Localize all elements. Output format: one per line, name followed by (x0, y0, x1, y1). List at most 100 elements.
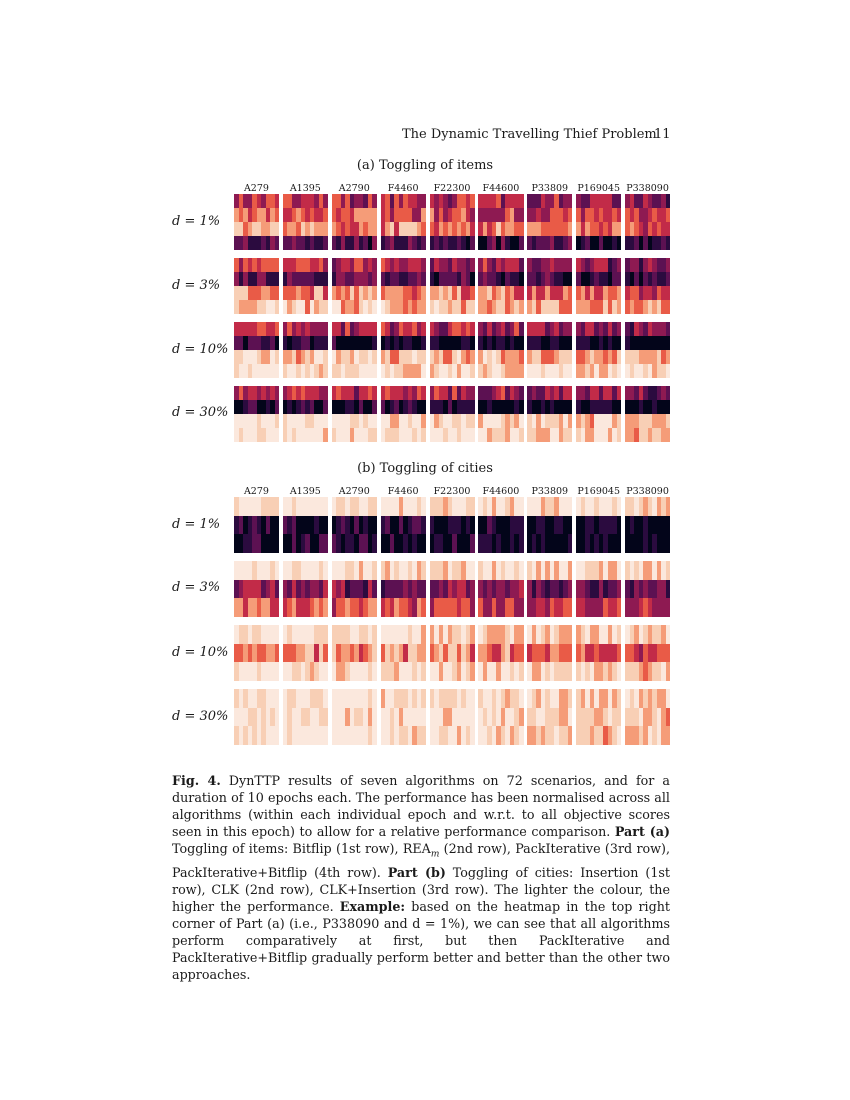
heatmap-segment (300, 643, 306, 663)
heatmap-segment (616, 222, 622, 237)
heatmap-segment (465, 350, 471, 365)
heatmap-segment (558, 534, 564, 554)
heatmap-segment (265, 707, 271, 727)
heatmap-segment (558, 286, 564, 301)
heatmap-segment (656, 364, 662, 379)
heatmap-segment (282, 598, 288, 618)
heatmap-segment (629, 300, 635, 315)
heatmap-segment (247, 707, 253, 727)
heatmap-segment (416, 689, 422, 708)
heatmap-segment (652, 194, 657, 209)
heatmap-segment (261, 400, 266, 415)
heatmap-segment (247, 662, 253, 682)
heatmap-segment (505, 598, 511, 618)
heatmap-segment (558, 300, 564, 315)
heatmap-segment (478, 561, 484, 580)
heatmap-cell (576, 625, 622, 682)
heatmap-segment (323, 208, 328, 223)
caption-part-b-label: Part (b) (387, 864, 446, 880)
heatmap-segment (638, 236, 644, 251)
heatmap-segment (594, 579, 599, 599)
heatmap-segment (287, 579, 292, 599)
heatmap-segment (403, 689, 408, 708)
heatmap-segment (665, 350, 671, 365)
heatmap-segment (416, 350, 422, 365)
heatmap-segment (349, 726, 355, 746)
heatmap-segment (372, 386, 377, 401)
heatmap-segment (656, 579, 662, 599)
heatmap-segment (527, 625, 532, 644)
heatmap-segment (345, 497, 350, 516)
heatmap-segment (398, 208, 404, 223)
heatmap-segment (518, 689, 524, 708)
heatmap-segment (589, 689, 595, 708)
heatmap-segment (412, 579, 417, 599)
heatmap-segment (456, 643, 462, 663)
heatmap-segment (372, 689, 377, 708)
heatmap-segment (421, 643, 426, 663)
heatmap-segment (318, 625, 324, 644)
heatmap-segment (363, 414, 368, 429)
heatmap-segment (607, 414, 613, 429)
heatmap-segment (470, 222, 475, 237)
heatmap-segment (612, 364, 617, 379)
heatmap-segment (545, 726, 550, 746)
heatmap-segment (478, 579, 484, 599)
heatmap-segment (367, 194, 373, 209)
heatmap-segment (372, 258, 377, 273)
heatmap-segment (309, 689, 315, 708)
heatmap-segment (238, 236, 244, 251)
heatmap-segment (398, 726, 404, 746)
heatmap-segment (345, 726, 350, 746)
part-b-column-labels: A279 A1395 A2790 F4460 F22300 F44600 P33… (234, 486, 670, 497)
heatmap-segment (380, 414, 386, 429)
heatmap-segment (629, 534, 635, 554)
heatmap-segment (612, 598, 617, 618)
heatmap-segment (598, 364, 604, 379)
heatmap-segment (300, 386, 306, 401)
heatmap-segment (509, 662, 515, 682)
heatmap-segment (380, 726, 386, 746)
heatmap-segment (238, 579, 244, 599)
heatmap-segment (318, 350, 324, 365)
heatmap-segment (238, 689, 244, 708)
heatmap-segment (287, 497, 292, 516)
heatmap-segment (429, 222, 435, 237)
heatmap-segment (563, 707, 568, 727)
heatmap-segment (505, 400, 511, 415)
heatmap-segment (421, 726, 426, 746)
heatmap-segment (421, 689, 426, 708)
heatmap-segment (434, 579, 439, 599)
heatmap-segment (514, 414, 520, 429)
heatmap-segment (465, 236, 471, 251)
heatmap-segment (661, 643, 666, 663)
heatmap-segment (487, 400, 493, 415)
heatmap-segment (247, 561, 253, 580)
heatmap-segment (656, 515, 662, 535)
heatmap-segment (616, 300, 622, 315)
heatmap-segment (531, 428, 537, 443)
part-b-row-label: d = 3% (172, 580, 221, 595)
heatmap-segment (407, 579, 413, 599)
heatmap-segment (261, 322, 266, 337)
heatmap-segment (389, 194, 395, 209)
heatmap-segment (509, 579, 515, 599)
heatmap-segment (243, 286, 248, 301)
heatmap-segment (563, 428, 568, 443)
heatmap-segment (563, 322, 568, 337)
heatmap-segment (509, 534, 515, 554)
heatmap-segment (385, 561, 390, 580)
heatmap-segment (358, 497, 364, 516)
heatmap-segment (625, 400, 630, 415)
heatmap-segment (234, 300, 239, 315)
heatmap-segment (291, 726, 297, 746)
heatmap-segment (358, 400, 364, 415)
heatmap-segment (358, 579, 364, 599)
heatmap-segment (527, 336, 532, 351)
heatmap-segment (638, 689, 644, 708)
heatmap-segment (652, 726, 657, 746)
heatmap-segment (331, 598, 337, 618)
heatmap-segment (470, 322, 475, 337)
heatmap-segment (567, 322, 573, 337)
heatmap-segment (452, 386, 457, 401)
